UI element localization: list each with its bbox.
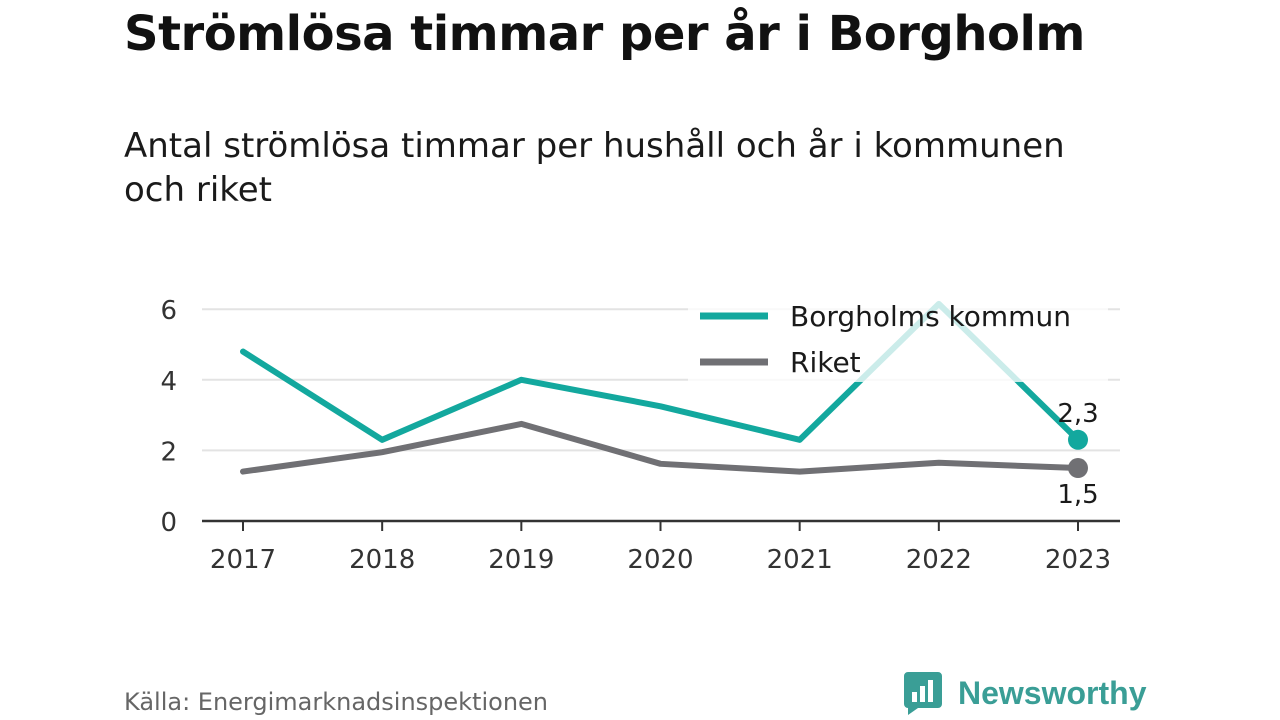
brand-logo: Newsworthy: [902, 669, 1146, 717]
chart-subtitle: Antal strömlösa timmar per hushåll och å…: [124, 126, 1065, 210]
end-point-riket: [1068, 458, 1088, 479]
y-tick-label: 0: [160, 508, 177, 538]
x-tick-label: 2022: [906, 545, 972, 575]
data-label-borgholm: 2,3: [1057, 399, 1098, 429]
end-point-borgholm: [1068, 429, 1088, 450]
y-tick-label: 6: [160, 296, 177, 326]
brand-name: Newsworthy: [958, 674, 1147, 711]
legend-background: [688, 290, 1108, 382]
x-tick-label: 2021: [767, 545, 833, 575]
data-label-riket: 1,5: [1057, 480, 1098, 510]
legend-label: Riket: [790, 346, 861, 379]
bar-chart-speech-bubble-icon: [904, 672, 942, 715]
series-line-riket: [240, 420, 1081, 475]
x-tick-label: 2019: [488, 545, 554, 575]
x-tick-label: 2020: [627, 545, 693, 575]
x-tick-label: 2023: [1045, 545, 1111, 575]
y-tick-label: 4: [160, 367, 177, 397]
y-tick-label: 2: [160, 437, 177, 467]
x-tick-label: 2018: [349, 545, 415, 575]
x-tick-label: 2017: [210, 545, 276, 575]
chart-title: Strömlösa timmar per år i Borgholm: [124, 6, 1085, 62]
legend-label: Borgholms kommun: [790, 300, 1071, 333]
source-note: Källa: Energimarknadsinspektionen: [124, 688, 549, 716]
